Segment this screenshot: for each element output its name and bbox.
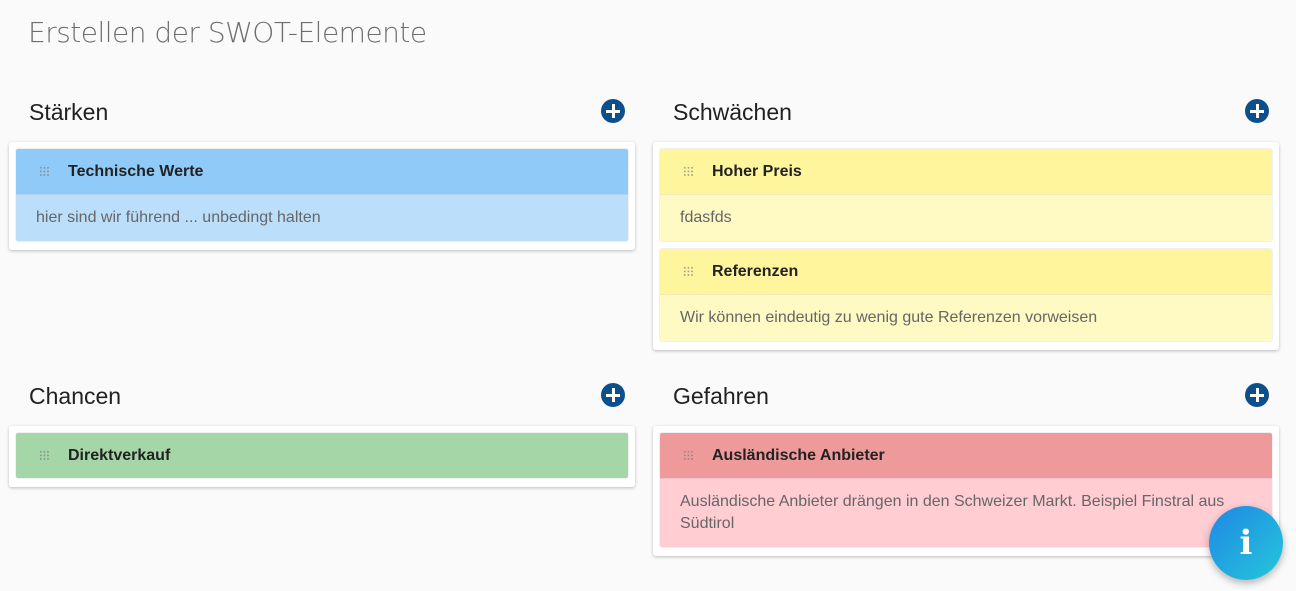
drag-handle-icon[interactable] bbox=[39, 450, 50, 461]
quadrant-threats: Gefahren Ausländische Anbieter Ausländis… bbox=[653, 375, 1279, 556]
info-button[interactable]: i bbox=[1209, 506, 1283, 580]
add-opportunity-button[interactable] bbox=[601, 383, 625, 407]
info-icon: i bbox=[1239, 523, 1253, 563]
swot-item-title: Direktverkauf bbox=[68, 446, 171, 464]
quadrant-opportunities: Chancen Direktverkauf bbox=[9, 375, 635, 487]
page-title: Erstellen der SWOT-Elemente bbox=[28, 16, 427, 49]
swot-item-header: Hoher Preis bbox=[660, 149, 1272, 194]
opportunities-list: Direktverkauf bbox=[9, 426, 635, 487]
quadrant-title: Gefahren bbox=[673, 383, 769, 409]
drag-handle-icon[interactable] bbox=[683, 166, 694, 177]
quadrant-strengths: Stärken Technische Werte hier sind wir f… bbox=[9, 91, 635, 250]
swot-item[interactable]: Direktverkauf bbox=[15, 432, 629, 479]
swot-item-header: Ausländische Anbieter bbox=[660, 433, 1272, 478]
quadrant-title: Stärken bbox=[29, 99, 109, 125]
add-threat-button[interactable] bbox=[1245, 383, 1269, 407]
swot-item-title: Ausländische Anbieter bbox=[712, 446, 885, 464]
swot-item[interactable]: Technische Werte hier sind wir führend .… bbox=[15, 148, 629, 242]
swot-item[interactable]: Referenzen Wir können eindeutig zu wenig… bbox=[659, 248, 1273, 342]
quadrant-title: Schwächen bbox=[673, 99, 792, 125]
swot-item-description: fdasfds bbox=[660, 194, 1272, 241]
swot-item-title: Hoher Preis bbox=[712, 162, 802, 180]
swot-item[interactable]: Ausländische Anbieter Ausländische Anbie… bbox=[659, 432, 1273, 548]
swot-item-title: Referenzen bbox=[712, 262, 799, 280]
swot-item-description: Wir können eindeutig zu wenig gute Refer… bbox=[660, 294, 1272, 341]
swot-item-header: Technische Werte bbox=[16, 149, 628, 194]
weaknesses-list: Hoher Preis fdasfds Referenzen Wir könne… bbox=[653, 142, 1279, 350]
swot-item-description: hier sind wir führend ... unbedingt halt… bbox=[16, 194, 628, 241]
drag-handle-icon[interactable] bbox=[39, 166, 50, 177]
add-strength-button[interactable] bbox=[601, 99, 625, 123]
swot-item-header: Referenzen bbox=[660, 249, 1272, 294]
quadrant-header: Chancen bbox=[9, 375, 635, 415]
quadrant-weaknesses: Schwächen Hoher Preis fdasfds Referenzen… bbox=[653, 91, 1279, 350]
swot-item[interactable]: Hoher Preis fdasfds bbox=[659, 148, 1273, 242]
quadrant-header: Schwächen bbox=[653, 91, 1279, 131]
quadrant-header: Stärken bbox=[9, 91, 635, 131]
strengths-list: Technische Werte hier sind wir führend .… bbox=[9, 142, 635, 250]
drag-handle-icon[interactable] bbox=[683, 450, 694, 461]
swot-item-header: Direktverkauf bbox=[16, 433, 628, 478]
add-weakness-button[interactable] bbox=[1245, 99, 1269, 123]
drag-handle-icon[interactable] bbox=[683, 266, 694, 277]
quadrant-title: Chancen bbox=[29, 383, 122, 409]
swot-item-description: Ausländische Anbieter drängen in den Sch… bbox=[660, 478, 1272, 547]
swot-item-title: Technische Werte bbox=[68, 162, 204, 180]
threats-list: Ausländische Anbieter Ausländische Anbie… bbox=[653, 426, 1279, 556]
quadrant-header: Gefahren bbox=[653, 375, 1279, 415]
